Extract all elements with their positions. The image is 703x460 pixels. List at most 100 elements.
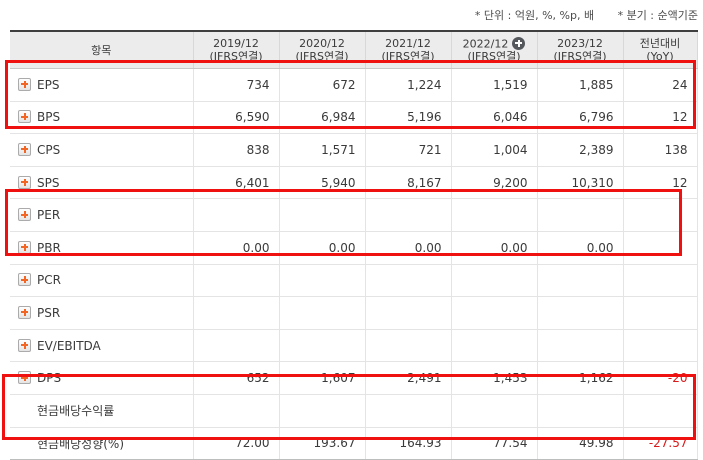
cell-value <box>622 264 698 298</box>
period-basis-label: (IFRS연결) <box>553 50 607 63</box>
cell-value <box>278 329 365 363</box>
plus-square-icon[interactable] <box>18 240 31 254</box>
cell-value: 49.98 <box>536 427 623 460</box>
row-label: EPS <box>37 77 60 92</box>
row-label: 현금배당수익률 <box>37 404 115 419</box>
cell-value <box>364 264 451 298</box>
header-row: 항목 2019/12 (IFRS연결) 2020/12 (IFRS연결) 2021/12… <box>10 30 698 69</box>
cell-value <box>364 329 451 363</box>
cell-value <box>536 198 623 232</box>
table-row: BPS 6,590 6,984 5,196 6,046 6,796 12 <box>10 101 698 135</box>
row-label-cell: PCR <box>10 264 193 298</box>
row-label: PCR <box>37 273 61 288</box>
plus-square-icon[interactable] <box>18 110 31 124</box>
cell-value <box>278 198 365 232</box>
plus-square-icon[interactable] <box>18 208 31 222</box>
financial-ratio-table-wrap: 항목 2019/12 (IFRS연결) 2020/12 (IFRS연결) 2021/12… <box>10 30 698 460</box>
cell-value: 838 <box>192 133 279 167</box>
cell-value <box>622 231 698 265</box>
cell-value: 672 <box>278 68 365 102</box>
cell-value: 652 <box>192 361 279 395</box>
plus-square-icon[interactable] <box>18 77 31 91</box>
cell-value: 6,046 <box>450 101 537 135</box>
cell-value <box>622 329 698 363</box>
column-header-2019-12: 2019/12 (IFRS연결) <box>192 30 279 69</box>
cell-value: 72.00 <box>192 427 279 460</box>
cell-value <box>364 296 451 330</box>
column-header-2023-12: 2023/12 (IFRS연결) <box>536 30 623 69</box>
table-row: PER <box>10 198 698 232</box>
cell-value <box>536 394 623 428</box>
table-row: CPS 838 1,571 721 1,004 2,389 138 <box>10 133 698 167</box>
column-header-2020-12: 2020/12 (IFRS연결) <box>278 30 365 69</box>
cell-value <box>364 394 451 428</box>
period-label: 2021/12 <box>385 37 431 50</box>
period-label: 2023/12 <box>557 37 603 50</box>
cell-value: 6,796 <box>536 101 623 135</box>
cell-value <box>536 264 623 298</box>
cell-value: 12 <box>622 101 698 135</box>
cell-value <box>450 329 537 363</box>
cell-value <box>450 198 537 232</box>
cell-value: 164.93 <box>364 427 451 460</box>
row-label-cell: 현금배당성향(%) <box>10 427 193 460</box>
table-row: EPS 734 672 1,224 1,519 1,885 24 <box>10 68 698 102</box>
table-row: PCR <box>10 264 698 298</box>
cell-value <box>450 296 537 330</box>
plus-square-icon[interactable] <box>18 175 31 189</box>
cell-value: 0.00 <box>536 231 623 265</box>
yoy-header-line2: (YoY) <box>646 50 674 63</box>
unit-note: * 단위 : 억원, %, %p, 배 <box>474 9 595 22</box>
cell-value: 6,401 <box>192 166 279 200</box>
cell-value: 12 <box>622 166 698 200</box>
row-label: 현금배당성향(%) <box>37 436 125 451</box>
cell-value: -27.57 <box>622 427 698 460</box>
period-basis-label: (IFRS연결) <box>381 50 435 63</box>
column-header-yoy: 전년대비 (YoY) <box>622 30 698 69</box>
row-label-cell: BPS <box>10 101 193 135</box>
plus-square-icon[interactable] <box>18 305 31 319</box>
table-row: 현금배당수익률 <box>10 394 698 428</box>
cell-value: 193.67 <box>278 427 365 460</box>
period-basis-note: * 분기 : 순액기준 <box>617 9 698 22</box>
cell-value <box>450 394 537 428</box>
row-label: PER <box>37 208 61 223</box>
cell-value <box>192 264 279 298</box>
row-label-cell: PBR <box>10 231 193 265</box>
item-header-label: 항목 <box>91 43 112 57</box>
cell-value <box>192 296 279 330</box>
period-label: 2022/12 <box>462 37 509 51</box>
cell-value <box>278 296 365 330</box>
row-label: BPS <box>37 110 61 125</box>
cell-value: 1,224 <box>364 68 451 102</box>
cell-value: 1,519 <box>450 68 537 102</box>
table-row: SPS 6,401 5,940 8,167 9,200 10,310 12 <box>10 166 698 200</box>
financial-ratio-table: 항목 2019/12 (IFRS연결) 2020/12 (IFRS연결) 2021/12… <box>10 30 698 460</box>
cell-value <box>622 296 698 330</box>
table-row: PSR <box>10 296 698 330</box>
table-row: EV/EBITDA <box>10 329 698 363</box>
row-label-cell: PER <box>10 198 193 232</box>
cell-value: 2,491 <box>364 361 451 395</box>
cell-value: -20 <box>622 361 698 395</box>
plus-square-icon[interactable] <box>18 338 31 352</box>
plus-square-icon[interactable] <box>18 273 31 287</box>
row-label-cell: PSR <box>10 296 193 330</box>
cell-value: 1,453 <box>450 361 537 395</box>
plus-square-icon[interactable] <box>18 371 31 385</box>
cell-value: 1,571 <box>278 133 365 167</box>
plus-square-icon[interactable] <box>18 142 31 156</box>
table-notes: * 단위 : 억원, %, %p, 배 * 분기 : 순액기준 <box>475 7 698 23</box>
cell-value <box>536 296 623 330</box>
cell-value <box>536 329 623 363</box>
table-body: EPS 734 672 1,224 1,519 1,885 24 BPS 6,590 6,984 5… <box>10 68 698 460</box>
cell-value: 0.00 <box>278 231 365 265</box>
row-label: CPS <box>37 142 61 157</box>
column-header-2022-12: 2022/12 (IFRS연결) <box>450 30 537 69</box>
cell-value <box>450 264 537 298</box>
row-label: PBR <box>37 240 61 255</box>
table-row: PBR 0.00 0.00 0.00 0.00 0.00 <box>10 231 698 265</box>
plus-circle-icon[interactable] <box>512 36 526 50</box>
row-label: DPS <box>37 371 62 386</box>
cell-value: 8,167 <box>364 166 451 200</box>
